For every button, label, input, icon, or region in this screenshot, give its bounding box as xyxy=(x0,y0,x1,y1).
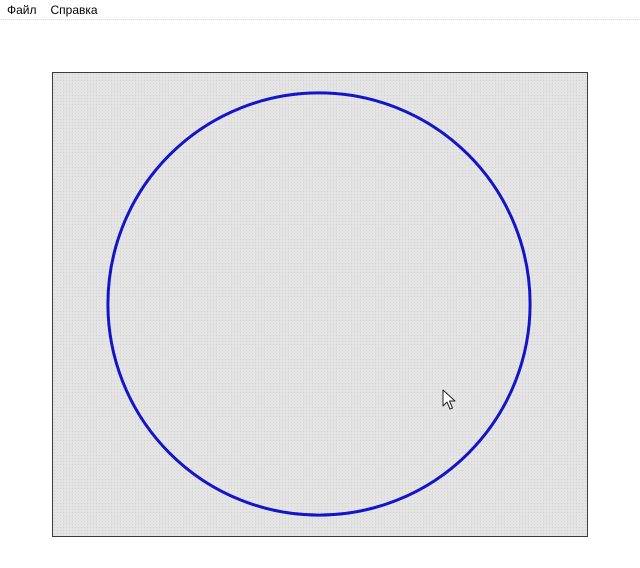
menu-help[interactable]: Справка xyxy=(50,2,98,17)
canvas-drawing xyxy=(106,91,532,517)
menu-bar: Файл Справка xyxy=(0,0,640,20)
circle-shape[interactable] xyxy=(106,91,532,517)
drawing-canvas[interactable] xyxy=(52,72,588,537)
arrow-pointer-icon xyxy=(442,389,456,410)
menu-file[interactable]: Файл xyxy=(7,2,37,17)
